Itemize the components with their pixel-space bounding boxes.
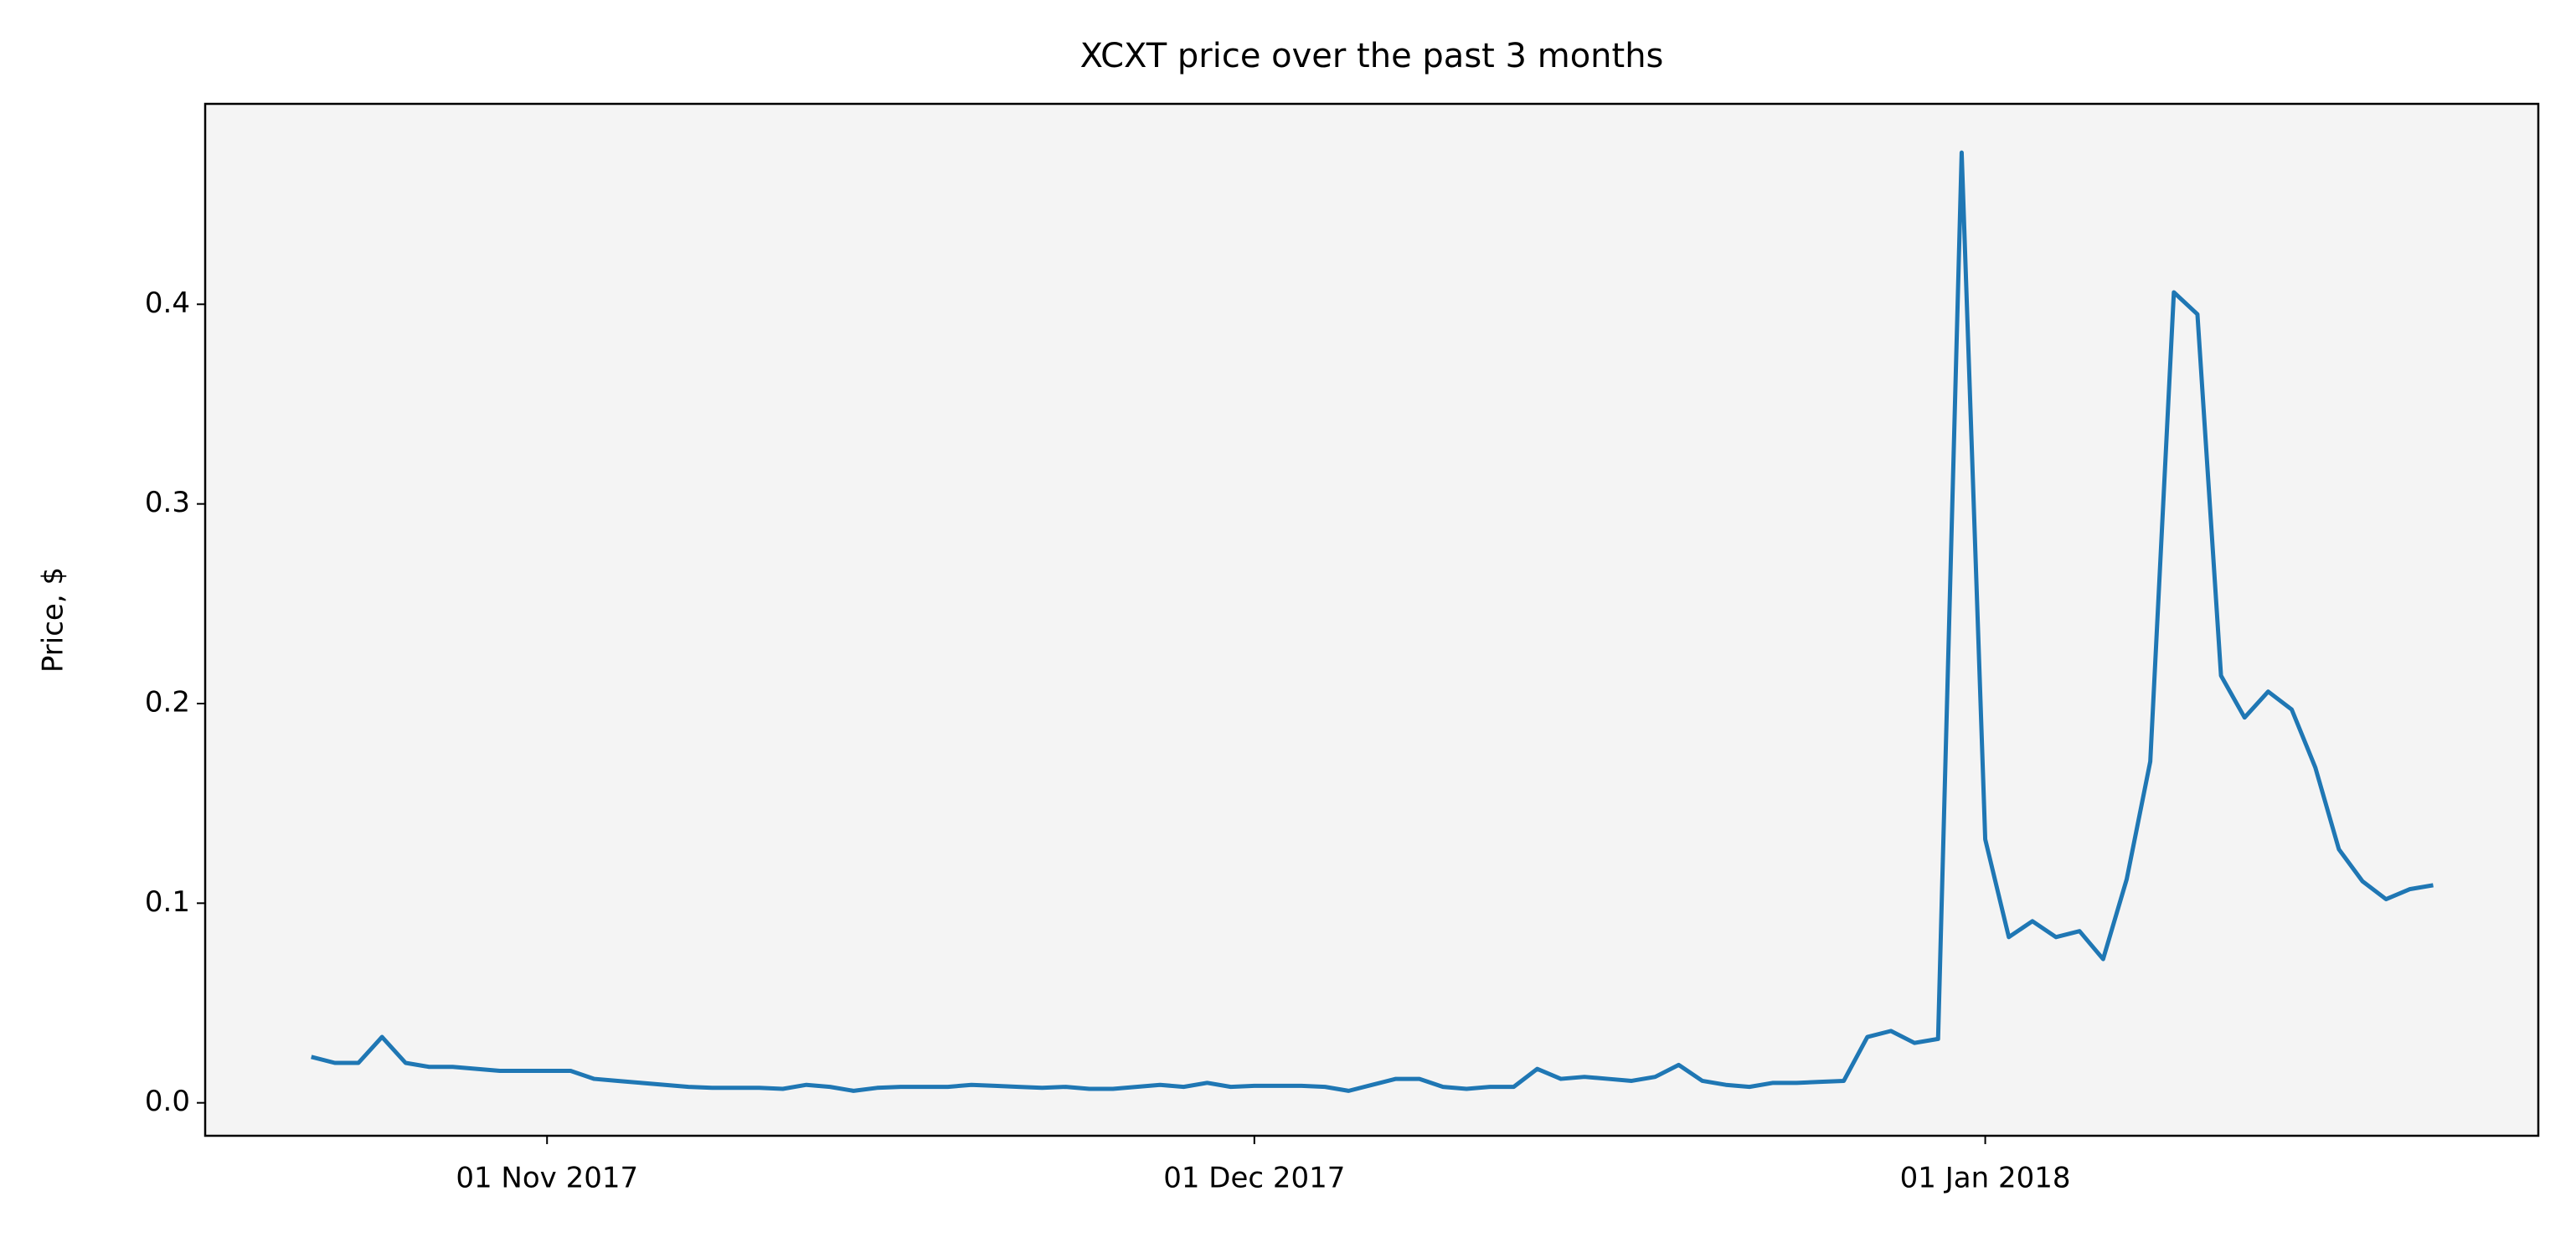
y-tick-label: 0.0 [145,1085,190,1118]
x-tick-label: 01 Dec 2017 [1163,1162,1345,1195]
chart-title: XCXT price over the past 3 months [1080,37,1664,75]
y-tick-label: 0.1 [145,885,190,919]
plot-background [205,104,2538,1136]
x-tick-label: 01 Nov 2017 [456,1162,638,1195]
plot-frame [204,102,2540,1137]
y-axis-label: Price, $ [37,567,70,673]
y-tick-label: 0.2 [145,685,190,719]
x-tick-label: 01 Jan 2018 [1900,1162,2071,1195]
y-tick-label: 0.4 [145,286,190,320]
price-line [311,150,2434,1093]
y-tick-label: 0.3 [145,486,190,519]
